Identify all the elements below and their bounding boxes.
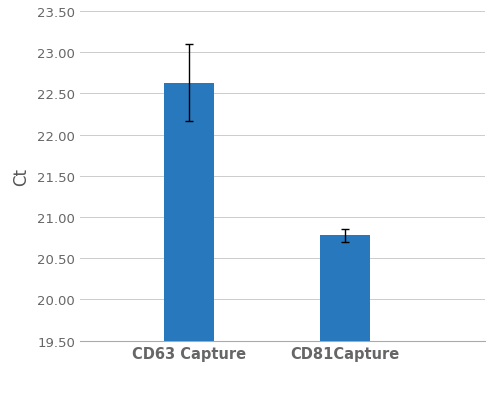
Bar <box>320 236 370 341</box>
Bar <box>164 83 214 341</box>
Y-axis label: Ct: Ct <box>12 168 30 185</box>
